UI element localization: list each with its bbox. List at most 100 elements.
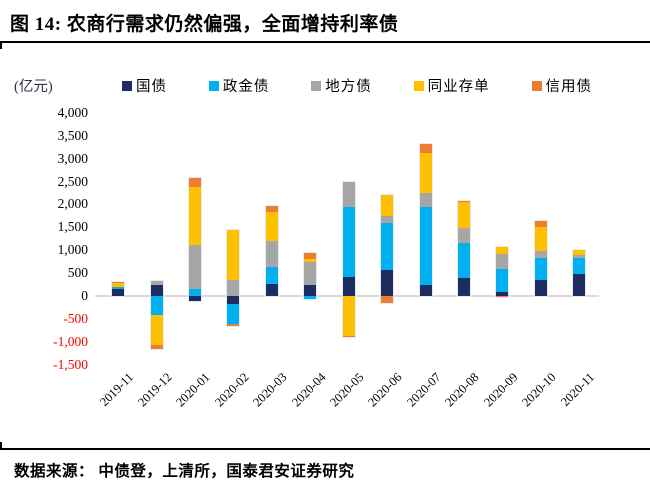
bar — [226, 229, 241, 327]
y-tick-label: -1,500 — [53, 356, 88, 372]
bar-segment-国债 — [381, 269, 394, 296]
bar-segment-政金债 — [189, 289, 202, 296]
bar-segment-政金债 — [304, 295, 317, 300]
y-axis-unit-label: (亿元) — [14, 79, 53, 95]
bar-segment-国债 — [342, 276, 355, 296]
bar-segment-国债 — [227, 295, 240, 304]
bar — [418, 143, 433, 297]
bar — [264, 205, 279, 297]
bar-segment-同业存单 — [150, 315, 163, 345]
x-tick-label: 2020-02 — [212, 370, 252, 410]
bar-segment-国债 — [573, 274, 586, 296]
bar-segment-地方债 — [534, 251, 547, 259]
x-tick-label: 2020-04 — [288, 370, 329, 410]
bar-segment-地方债 — [150, 280, 163, 285]
x-tick-label: 2020-08 — [442, 370, 482, 410]
footer-divider-rule — [0, 448, 650, 450]
bar — [149, 279, 164, 351]
bar-segment-政金债 — [573, 258, 586, 275]
bar-segment-政金债 — [496, 268, 509, 292]
bar-segment-国债 — [534, 279, 547, 296]
y-tick-label: 0 — [81, 288, 88, 303]
bar-segment-信用债 — [342, 335, 355, 338]
y-tick-label: -500 — [63, 310, 88, 326]
x-tick-label: 2020-05 — [327, 370, 367, 410]
y-tick-label: -1,000 — [53, 333, 88, 349]
legend-item: 国债 — [122, 75, 167, 96]
legend-label: 信用债 — [545, 79, 592, 95]
bar-segment-地方债 — [304, 262, 317, 285]
bar — [341, 180, 356, 339]
bar-segment-地方债 — [496, 253, 509, 269]
bar — [188, 177, 203, 302]
bar-segment-政金债 — [534, 258, 547, 280]
legend-swatch-国债 — [122, 80, 132, 91]
chart-legend: 国债 政金债 地方债 同业存单 信用债 — [122, 75, 592, 96]
bar-segment-地方债 — [227, 279, 240, 296]
x-tick-label: 2019-11 — [97, 370, 137, 410]
bar-segment-国债 — [112, 289, 125, 296]
bar-segment-同业存单 — [573, 250, 586, 256]
bar-segment-国债 — [150, 284, 163, 296]
bar-segment-政金债 — [419, 206, 432, 285]
bar — [456, 199, 471, 297]
y-tick-label: 1,500 — [57, 219, 88, 235]
bar-segment-地方债 — [419, 193, 432, 207]
bar-segment-同业存单 — [304, 259, 317, 263]
bar-segment-信用债 — [304, 252, 317, 260]
y-tick-label: 2,000 — [57, 196, 88, 212]
x-tick-label: 2020-10 — [519, 370, 559, 410]
legend-item: 政金债 — [208, 75, 270, 96]
legend-item: 信用债 — [531, 75, 593, 96]
x-tick-label: 2020-06 — [365, 370, 406, 410]
bar-segment-国债 — [496, 291, 509, 296]
y-tick-label: 3,500 — [57, 127, 88, 143]
bar — [572, 249, 587, 297]
x-tick-label: 2020-01 — [173, 370, 213, 410]
legend-label: 同业存单 — [427, 79, 490, 95]
legend-swatch-信用债 — [531, 80, 542, 91]
bar-segment-信用债 — [534, 221, 547, 228]
bar-segment-同业存单 — [381, 195, 394, 216]
bar-segment-地方债 — [189, 244, 202, 290]
bar-segment-国债 — [304, 285, 317, 296]
bar-segment-同业存单 — [112, 282, 125, 288]
bar-segment-政金债 — [265, 266, 278, 284]
y-tick-label: 2,500 — [57, 173, 88, 189]
bar-segment-国债 — [419, 284, 432, 296]
legend-item: 同业存单 — [413, 75, 490, 96]
bar-segment-地方债 — [573, 255, 586, 259]
bar — [111, 280, 126, 297]
bar-segment-同业存单 — [342, 295, 355, 336]
bar-segment-国债 — [189, 295, 202, 301]
x-tick-label: 2020-11 — [558, 370, 598, 410]
stacked-bar-chart: 4,000 3,500 3,000 2,500 2,000 1,500 1,000 500 0 -… — [53, 105, 599, 410]
bar-segment-信用债 — [457, 200, 470, 203]
x-tick-label: 2020-09 — [480, 370, 521, 410]
legend-label: 政金债 — [222, 79, 270, 95]
legend-swatch-同业存单 — [413, 80, 424, 91]
bar-segment-信用债 — [419, 144, 432, 153]
x-tick-label: 2020-07 — [404, 370, 444, 410]
bar-segment-国债 — [457, 277, 470, 296]
bar-segment-政金债 — [227, 303, 240, 324]
y-tick-label: 1,000 — [57, 242, 88, 258]
bar-segment-同业存单 — [419, 152, 432, 193]
bar-segment-政金债 — [112, 287, 125, 290]
title-divider-rule — [0, 41, 650, 43]
bar-segment-信用债 — [381, 295, 394, 303]
x-tick-label: 2020-03 — [250, 370, 290, 410]
bar-segment-国债 — [265, 283, 278, 296]
bar-segment-同业存单 — [227, 230, 240, 280]
bar-segment-政金债 — [342, 206, 355, 277]
figure-title: 图 14: 农商行需求仍然偏强，全面增持利率债 — [10, 14, 399, 35]
bar-segment-同业存单 — [496, 247, 509, 254]
bar — [380, 194, 395, 304]
bar-segment-政金债 — [381, 223, 394, 270]
bar-segment-信用债 — [189, 178, 202, 187]
legend-item: 地方债 — [311, 75, 372, 96]
bar-segment-信用债 — [150, 344, 163, 350]
x-tick-label: 2019-12 — [135, 370, 175, 410]
bar — [533, 220, 548, 297]
